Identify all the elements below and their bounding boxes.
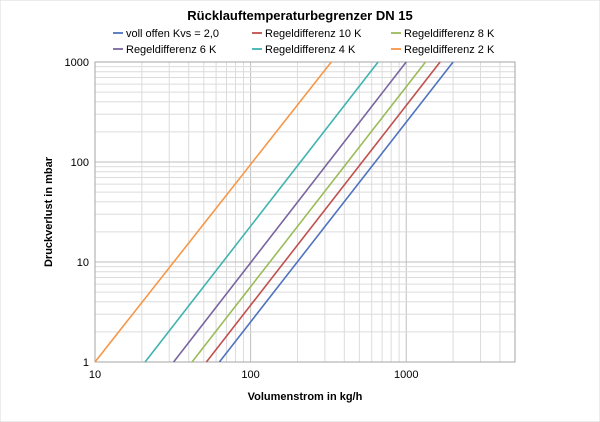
legend-label-3: Regeldifferenz 8 K [404, 28, 495, 40]
plot-border [94, 61, 516, 363]
series-line-6 [94, 61, 332, 363]
legend-label-1: voll offen Kvs = 2,0 [126, 28, 219, 40]
series-lines [94, 61, 454, 363]
legend-label-2: Regeldifferenz 10 K [265, 28, 362, 40]
series-line-5 [144, 61, 379, 363]
x-tick-labels: 10 100 1000 [89, 369, 419, 381]
series-line-4 [172, 61, 407, 363]
legend-label-6: Regeldifferenz 2 K [404, 44, 495, 56]
grid [94, 62, 516, 363]
legend: voll offen Kvs = 2,0 Regeldifferenz 10 K R… [113, 28, 495, 56]
x-tick-label: 1000 [394, 369, 418, 381]
y-tick-label: 1000 [65, 57, 89, 69]
y-tick-label: 10 [77, 257, 89, 269]
series-line-2 [205, 61, 441, 363]
x-tick-label: 100 [241, 369, 259, 381]
chart-title: Rücklauftemperaturbegrenzer DN 15 [187, 8, 412, 23]
legend-label-5: Regeldifferenz 4 K [265, 44, 356, 56]
series-line-1 [218, 61, 454, 363]
legend-label-4: Regeldifferenz 6 K [126, 44, 217, 56]
y-tick-label: 1 [83, 357, 89, 369]
x-tick-label: 10 [89, 369, 101, 381]
plot-area [95, 62, 515, 362]
plot-frame [94, 61, 516, 363]
x-axis-label: Volumenstrom in kg/h [248, 391, 363, 403]
series-line-3 [191, 61, 427, 363]
y-tick-label: 100 [71, 157, 89, 169]
y-axis-label: Druckverlust in mbar [43, 156, 55, 267]
y-tick-labels: 1 10 100 1000 [65, 57, 89, 369]
